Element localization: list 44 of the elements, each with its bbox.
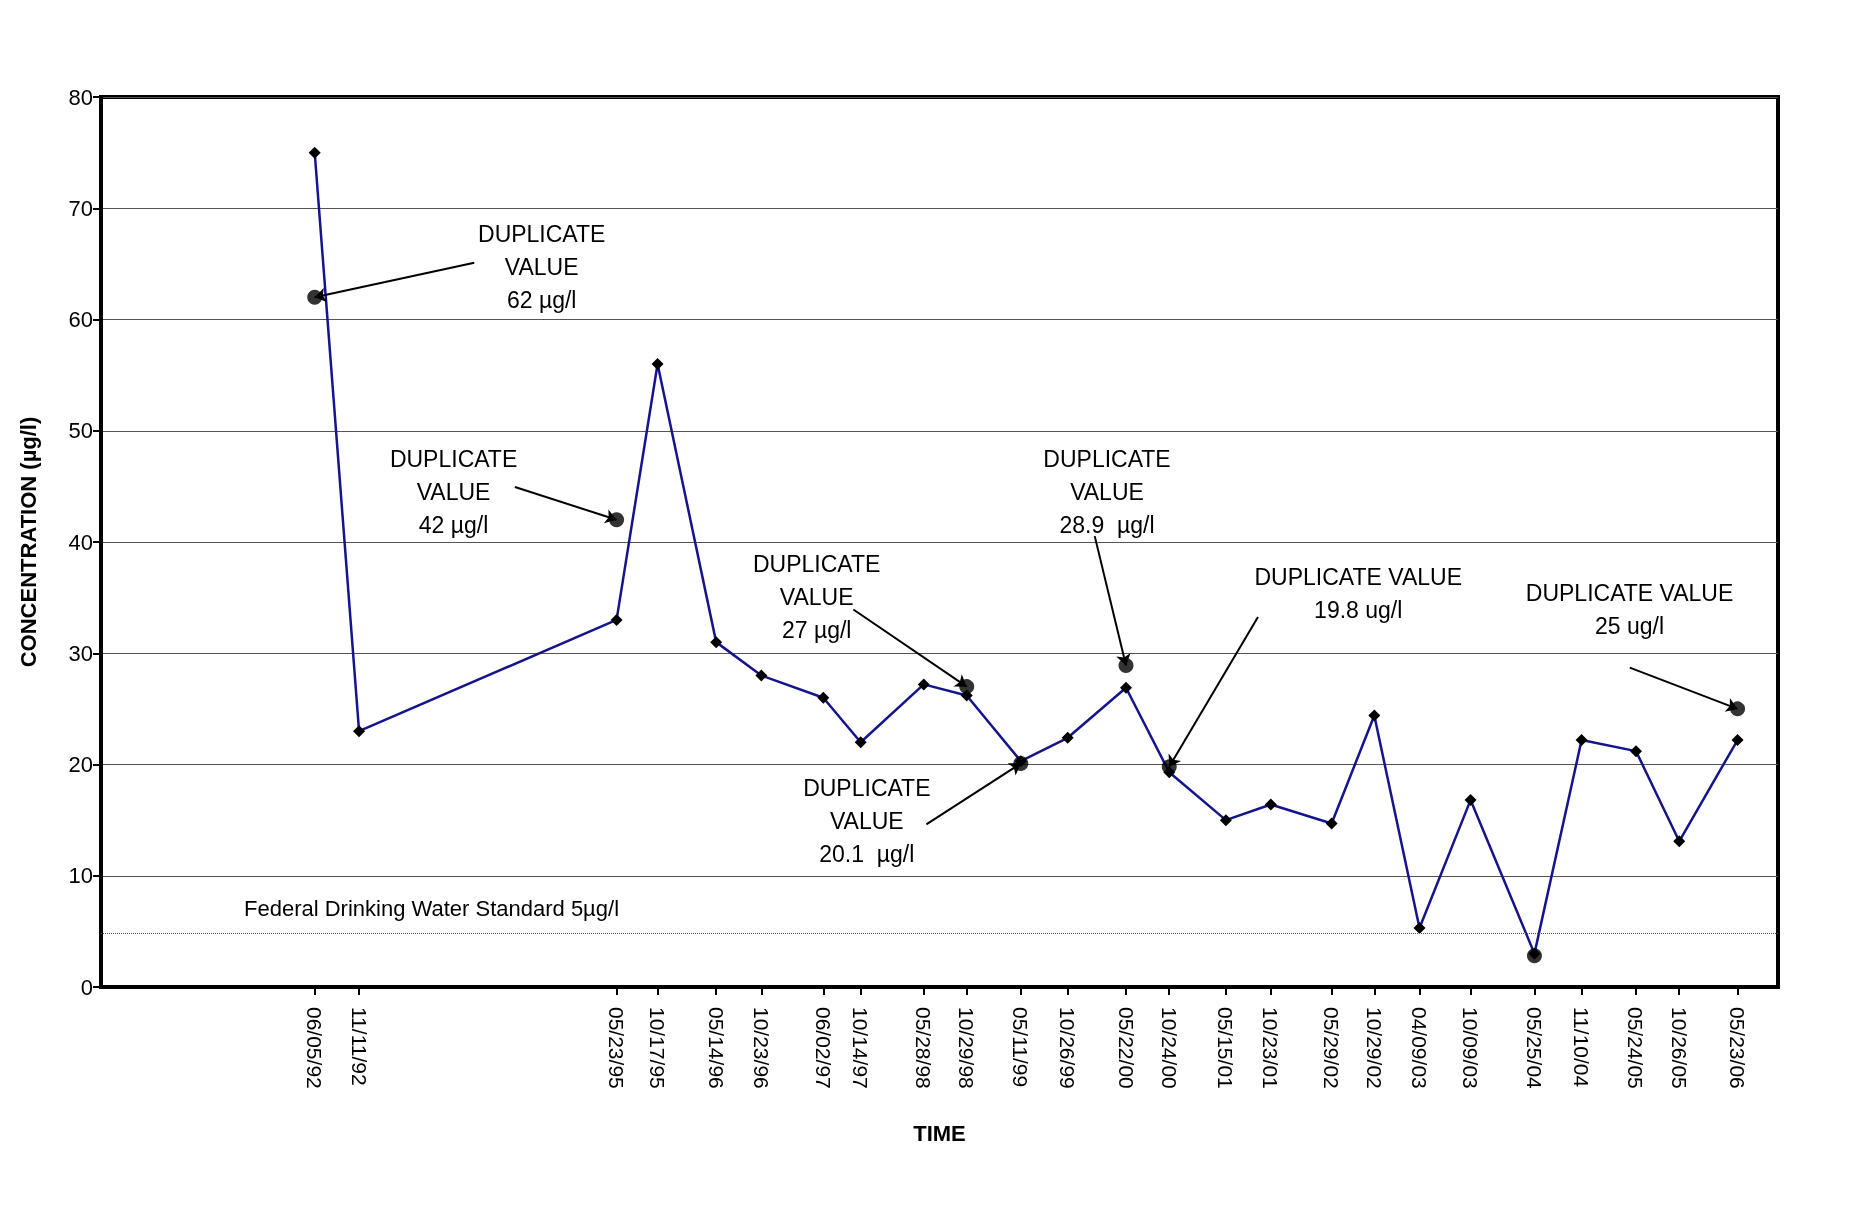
- x-tick-label: 10/26/99: [1056, 1007, 1080, 1089]
- annotation: DUPLICATE VALUE 62 µg/l: [478, 221, 606, 314]
- y-tick-label: 30: [68, 640, 93, 666]
- x-tick-label: 05/29/02: [1320, 1007, 1344, 1089]
- x-tick-label: 05/15/01: [1214, 1007, 1238, 1089]
- x-tick-label: 06/05/92: [303, 1007, 327, 1089]
- x-tick-label: 10/14/97: [849, 1007, 873, 1089]
- y-tick-label: 10: [68, 863, 93, 889]
- annotation: DUPLICATE VALUE 28.9 µg/l: [1043, 446, 1171, 539]
- x-tick-label: 11/10/04: [1570, 1007, 1594, 1088]
- y-tick-label: 50: [68, 418, 93, 444]
- x-tick-label: 11/11/92: [347, 1007, 371, 1086]
- x-tick-label: 10/23/96: [749, 1007, 773, 1089]
- x-tick-label: 05/22/00: [1114, 1007, 1138, 1089]
- x-tick-label: 10/23/01: [1259, 1007, 1283, 1089]
- annotation: DUPLICATE VALUE 25 ug/l: [1525, 580, 1734, 640]
- x-tick-label: 10/29/02: [1362, 1007, 1386, 1089]
- x-axis-title: TIME: [913, 1120, 966, 1146]
- x-tick-label: 05/23/06: [1726, 1007, 1750, 1089]
- x-tick-label: 05/24/05: [1624, 1007, 1648, 1089]
- x-tick-label: 05/23/95: [605, 1007, 629, 1089]
- x-tick-label: 04/09/03: [1408, 1007, 1431, 1089]
- annotation: DUPLICATE VALUE 27 µg/l: [753, 550, 881, 643]
- x-tick-label: 10/26/05: [1667, 1007, 1691, 1089]
- x-tick-label: 10/17/95: [646, 1007, 670, 1089]
- x-tick-label: 05/11/99: [1009, 1007, 1033, 1088]
- x-tick-label: 06/02/97: [811, 1007, 835, 1089]
- annotation: DUPLICATE VALUE 42 µg/l: [389, 445, 518, 538]
- y-tick-label: 60: [68, 307, 93, 332]
- x-tick-label: 05/14/96: [704, 1007, 728, 1089]
- y-tick-label: 80: [68, 84, 93, 110]
- x-tick-label: 10/29/98: [955, 1007, 979, 1089]
- x-tick-label: 05/25/04: [1522, 1007, 1546, 1090]
- x-tick-label: 10/09/03: [1459, 1007, 1483, 1089]
- annotation: DUPLICATE VALUE 19.8 ug/l: [1254, 564, 1462, 624]
- ref-line-label: Federal Drinking Water Standard 5µg/l: [244, 896, 620, 922]
- y-axis-title: CONCENTRATION (µg/l): [15, 416, 41, 668]
- y-tick-label: 0: [80, 974, 93, 1000]
- annotation: DUPLICATE VALUE 20.1 µg/l: [803, 775, 931, 868]
- y-tick-label: 70: [68, 195, 93, 221]
- y-tick-label: 40: [68, 529, 93, 555]
- x-tick-label: 10/24/00: [1157, 1007, 1181, 1089]
- y-tick-label: 20: [68, 752, 93, 777]
- x-tick-label: 05/28/98: [912, 1007, 936, 1089]
